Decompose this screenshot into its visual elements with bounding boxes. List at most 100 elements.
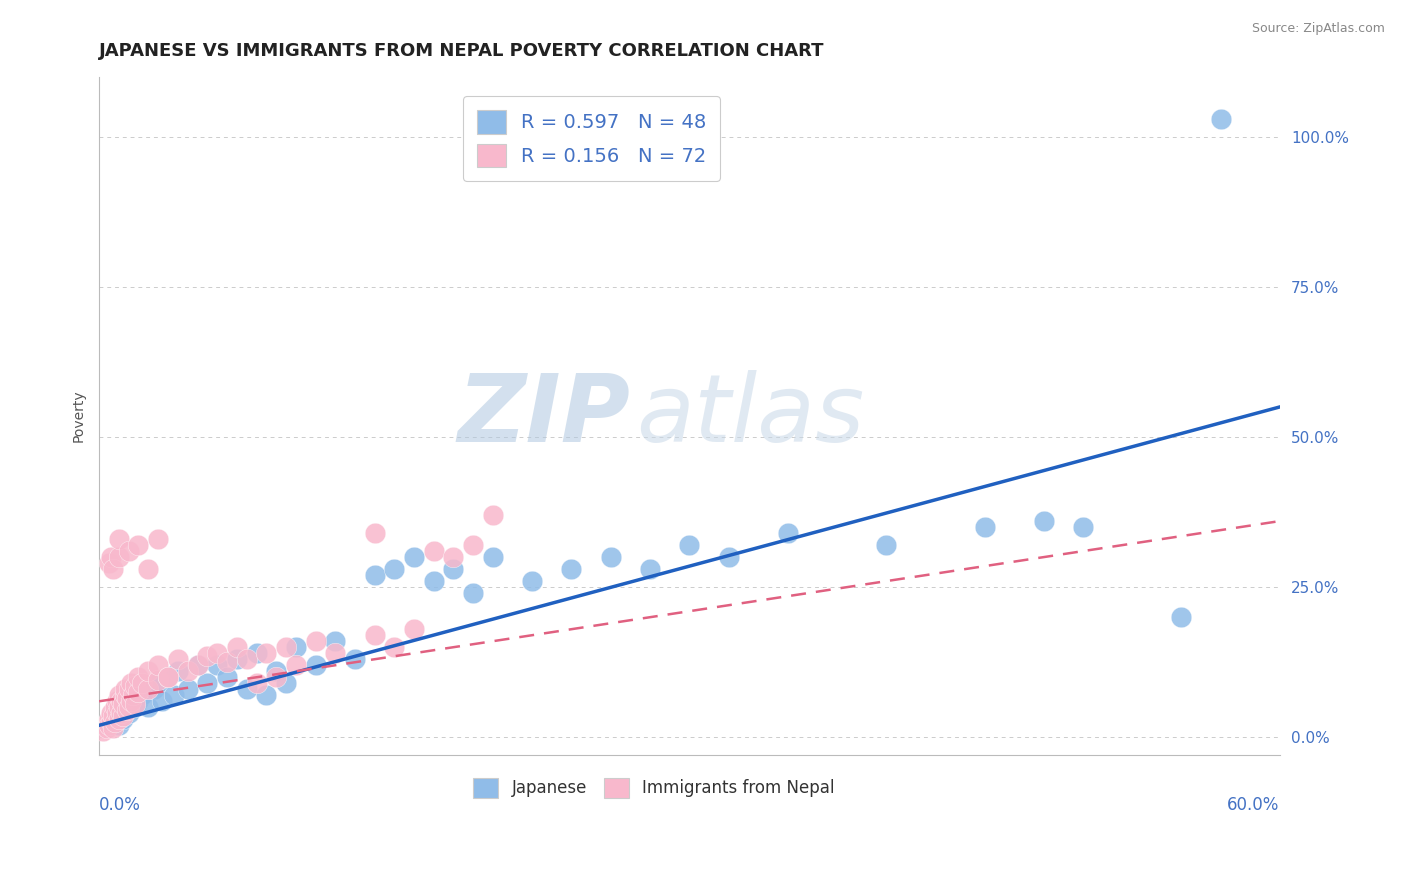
Point — [115, 703, 138, 717]
Point — [136, 665, 159, 679]
Point — [146, 673, 169, 688]
Point — [131, 676, 153, 690]
Point — [124, 700, 146, 714]
Point — [107, 532, 129, 546]
Point — [225, 640, 247, 655]
Point — [205, 658, 228, 673]
Point — [205, 646, 228, 660]
Point — [481, 508, 503, 522]
Point — [104, 715, 127, 730]
Point — [115, 691, 138, 706]
Point — [98, 556, 121, 570]
Point — [1170, 610, 1192, 624]
Point — [973, 520, 995, 534]
Point — [127, 538, 149, 552]
Point — [422, 544, 444, 558]
Point — [195, 676, 218, 690]
Point — [776, 526, 799, 541]
Point — [143, 682, 166, 697]
Point — [136, 682, 159, 697]
Point — [599, 550, 621, 565]
Point — [304, 658, 326, 673]
Point — [284, 640, 307, 655]
Text: 60.0%: 60.0% — [1227, 796, 1279, 814]
Point — [110, 706, 132, 721]
Point — [146, 532, 169, 546]
Legend: Japanese, Immigrants from Nepal: Japanese, Immigrants from Nepal — [464, 768, 845, 808]
Point — [225, 652, 247, 666]
Point — [120, 676, 142, 690]
Point — [520, 574, 543, 589]
Point — [638, 562, 661, 576]
Point — [402, 550, 425, 565]
Point — [98, 718, 121, 732]
Point — [111, 712, 134, 726]
Point — [235, 652, 257, 666]
Point — [274, 676, 297, 690]
Point — [245, 676, 267, 690]
Point — [124, 698, 146, 712]
Point — [91, 724, 114, 739]
Point — [117, 544, 139, 558]
Point — [323, 646, 346, 660]
Point — [100, 715, 122, 730]
Point — [117, 706, 139, 721]
Point — [461, 586, 484, 600]
Point — [131, 688, 153, 702]
Text: Source: ZipAtlas.com: Source: ZipAtlas.com — [1251, 22, 1385, 36]
Point — [441, 550, 464, 565]
Point — [1209, 112, 1232, 126]
Point — [195, 649, 218, 664]
Point — [107, 700, 129, 714]
Point — [114, 682, 136, 697]
Point — [363, 568, 385, 582]
Point — [107, 550, 129, 565]
Point — [104, 700, 127, 714]
Point — [274, 640, 297, 655]
Point — [117, 682, 139, 697]
Point — [235, 682, 257, 697]
Point — [120, 694, 142, 708]
Point — [156, 670, 179, 684]
Point — [264, 665, 287, 679]
Point — [110, 694, 132, 708]
Text: JAPANESE VS IMMIGRANTS FROM NEPAL POVERTY CORRELATION CHART: JAPANESE VS IMMIGRANTS FROM NEPAL POVERT… — [100, 42, 825, 60]
Text: 0.0%: 0.0% — [100, 796, 141, 814]
Point — [127, 685, 149, 699]
Point — [105, 694, 128, 708]
Point — [94, 718, 117, 732]
Point — [100, 706, 122, 721]
Point — [127, 694, 149, 708]
Point — [215, 670, 238, 684]
Y-axis label: Poverty: Poverty — [72, 390, 86, 442]
Text: atlas: atlas — [637, 370, 865, 461]
Point — [121, 688, 143, 702]
Point — [717, 550, 740, 565]
Point — [107, 718, 129, 732]
Point — [186, 658, 208, 673]
Point — [382, 640, 405, 655]
Point — [107, 688, 129, 702]
Point — [150, 694, 173, 708]
Point — [402, 622, 425, 636]
Point — [678, 538, 700, 552]
Point — [215, 655, 238, 669]
Point — [363, 628, 385, 642]
Point — [156, 670, 179, 684]
Point — [166, 665, 188, 679]
Point — [127, 670, 149, 684]
Point — [101, 709, 124, 723]
Point — [101, 722, 124, 736]
Point — [111, 698, 134, 712]
Point — [363, 526, 385, 541]
Point — [176, 682, 198, 697]
Point — [111, 709, 134, 723]
Text: ZIP: ZIP — [457, 370, 630, 462]
Point — [156, 670, 179, 684]
Point — [245, 646, 267, 660]
Point — [254, 646, 277, 660]
Point — [176, 665, 198, 679]
Point — [146, 658, 169, 673]
Point — [382, 562, 405, 576]
Point — [323, 634, 346, 648]
